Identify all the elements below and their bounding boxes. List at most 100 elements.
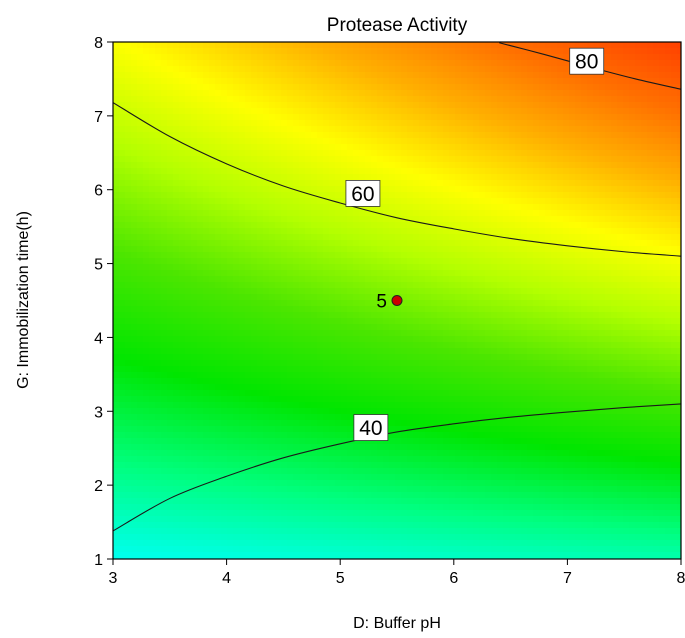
heatmap-cell (545, 144, 552, 151)
heatmap-cell (557, 186, 564, 193)
heatmap-cell (233, 252, 240, 259)
heatmap-cell (149, 156, 156, 163)
heatmap-cell (677, 324, 681, 331)
heatmap-cell (557, 246, 564, 253)
heatmap-cell (491, 156, 498, 163)
heatmap-cell (611, 198, 618, 205)
heatmap-cell (335, 48, 342, 55)
heatmap-cell (479, 228, 486, 235)
heatmap-cell (191, 234, 198, 241)
heatmap-cell (389, 180, 396, 187)
heatmap-cell (173, 138, 180, 145)
heatmap-cell (623, 66, 630, 73)
heatmap-cell (227, 150, 234, 157)
heatmap-cell (623, 114, 630, 121)
heatmap-cell (605, 324, 612, 331)
heatmap-cell (119, 282, 126, 289)
heatmap-cell (503, 246, 510, 253)
heatmap-cell (485, 336, 492, 343)
heatmap-cell (635, 330, 642, 337)
heatmap-cell (623, 174, 630, 181)
heatmap-cell (299, 258, 306, 265)
heatmap-cell (311, 96, 318, 103)
heatmap-cell (533, 108, 540, 115)
heatmap-cell (401, 84, 408, 91)
heatmap-cell (545, 66, 552, 73)
heatmap-cell (257, 270, 264, 277)
heatmap-cell (653, 228, 660, 235)
heatmap-cell (341, 42, 348, 49)
heatmap-cell (431, 114, 438, 121)
heatmap-cell (527, 84, 534, 91)
heatmap-cell (407, 156, 414, 163)
heatmap-cell (671, 234, 678, 241)
heatmap-cell (515, 276, 522, 283)
heatmap-cell (299, 264, 306, 271)
heatmap-cell (293, 336, 300, 343)
heatmap-cell (449, 198, 456, 205)
heatmap-cell (389, 204, 396, 211)
heatmap-cell (545, 84, 552, 91)
heatmap-cell (545, 150, 552, 157)
heatmap-cell (383, 186, 390, 193)
heatmap-cell (569, 156, 576, 163)
heatmap-cell (647, 306, 654, 313)
heatmap-cell (407, 246, 414, 253)
heatmap-cell (425, 78, 432, 85)
heatmap-cell (611, 324, 618, 331)
heatmap-cell (551, 270, 558, 277)
heatmap-cell (515, 222, 522, 229)
heatmap-cell (557, 198, 564, 205)
heatmap-cell (335, 282, 342, 289)
heatmap-cell (143, 102, 150, 109)
heatmap-cell (137, 354, 144, 361)
heatmap-cell (239, 336, 246, 343)
heatmap-cell (257, 102, 264, 109)
heatmap-cell (557, 264, 564, 271)
heatmap-cell (281, 210, 288, 217)
heatmap-cell (461, 234, 468, 241)
heatmap-cell (335, 162, 342, 169)
heatmap-cell (239, 102, 246, 109)
heatmap-cell (377, 300, 384, 307)
heatmap-cell (467, 306, 474, 313)
heatmap-cell (221, 312, 228, 319)
heatmap-cell (233, 66, 240, 73)
heatmap-cell (143, 60, 150, 67)
heatmap-cell (173, 168, 180, 175)
heatmap-cell (617, 252, 624, 259)
heatmap-cell (437, 60, 444, 67)
heatmap-cell (551, 336, 558, 343)
heatmap-cell (365, 282, 372, 289)
heatmap-cell (143, 252, 150, 259)
heatmap-cell (155, 246, 162, 253)
heatmap-cell (371, 150, 378, 157)
heatmap-cell (431, 276, 438, 283)
heatmap-cell (389, 240, 396, 247)
heatmap-cell (629, 192, 636, 199)
heatmap-cell (245, 216, 252, 223)
heatmap-cell (533, 102, 540, 109)
heatmap-cell (281, 288, 288, 295)
heatmap-cell (305, 192, 312, 199)
heatmap-cell (155, 162, 162, 169)
heatmap-cell (497, 204, 504, 211)
heatmap-cell (197, 156, 204, 163)
heatmap-cell (593, 120, 600, 127)
heatmap-cell (335, 216, 342, 223)
heatmap-cell (569, 270, 576, 277)
heatmap-cell (305, 348, 312, 355)
heatmap-cell (641, 324, 648, 331)
heatmap-cell (371, 60, 378, 67)
heatmap-cell (347, 276, 354, 283)
heatmap-cell (617, 66, 624, 73)
heatmap-cell (509, 276, 516, 283)
heatmap-cell (125, 102, 132, 109)
heatmap-cell (557, 66, 564, 73)
heatmap-cell (329, 252, 336, 259)
heatmap-cell (653, 240, 660, 247)
heatmap-cell (155, 264, 162, 271)
heatmap-cell (149, 246, 156, 253)
heatmap-cell (395, 108, 402, 115)
heatmap-cell (641, 318, 648, 325)
